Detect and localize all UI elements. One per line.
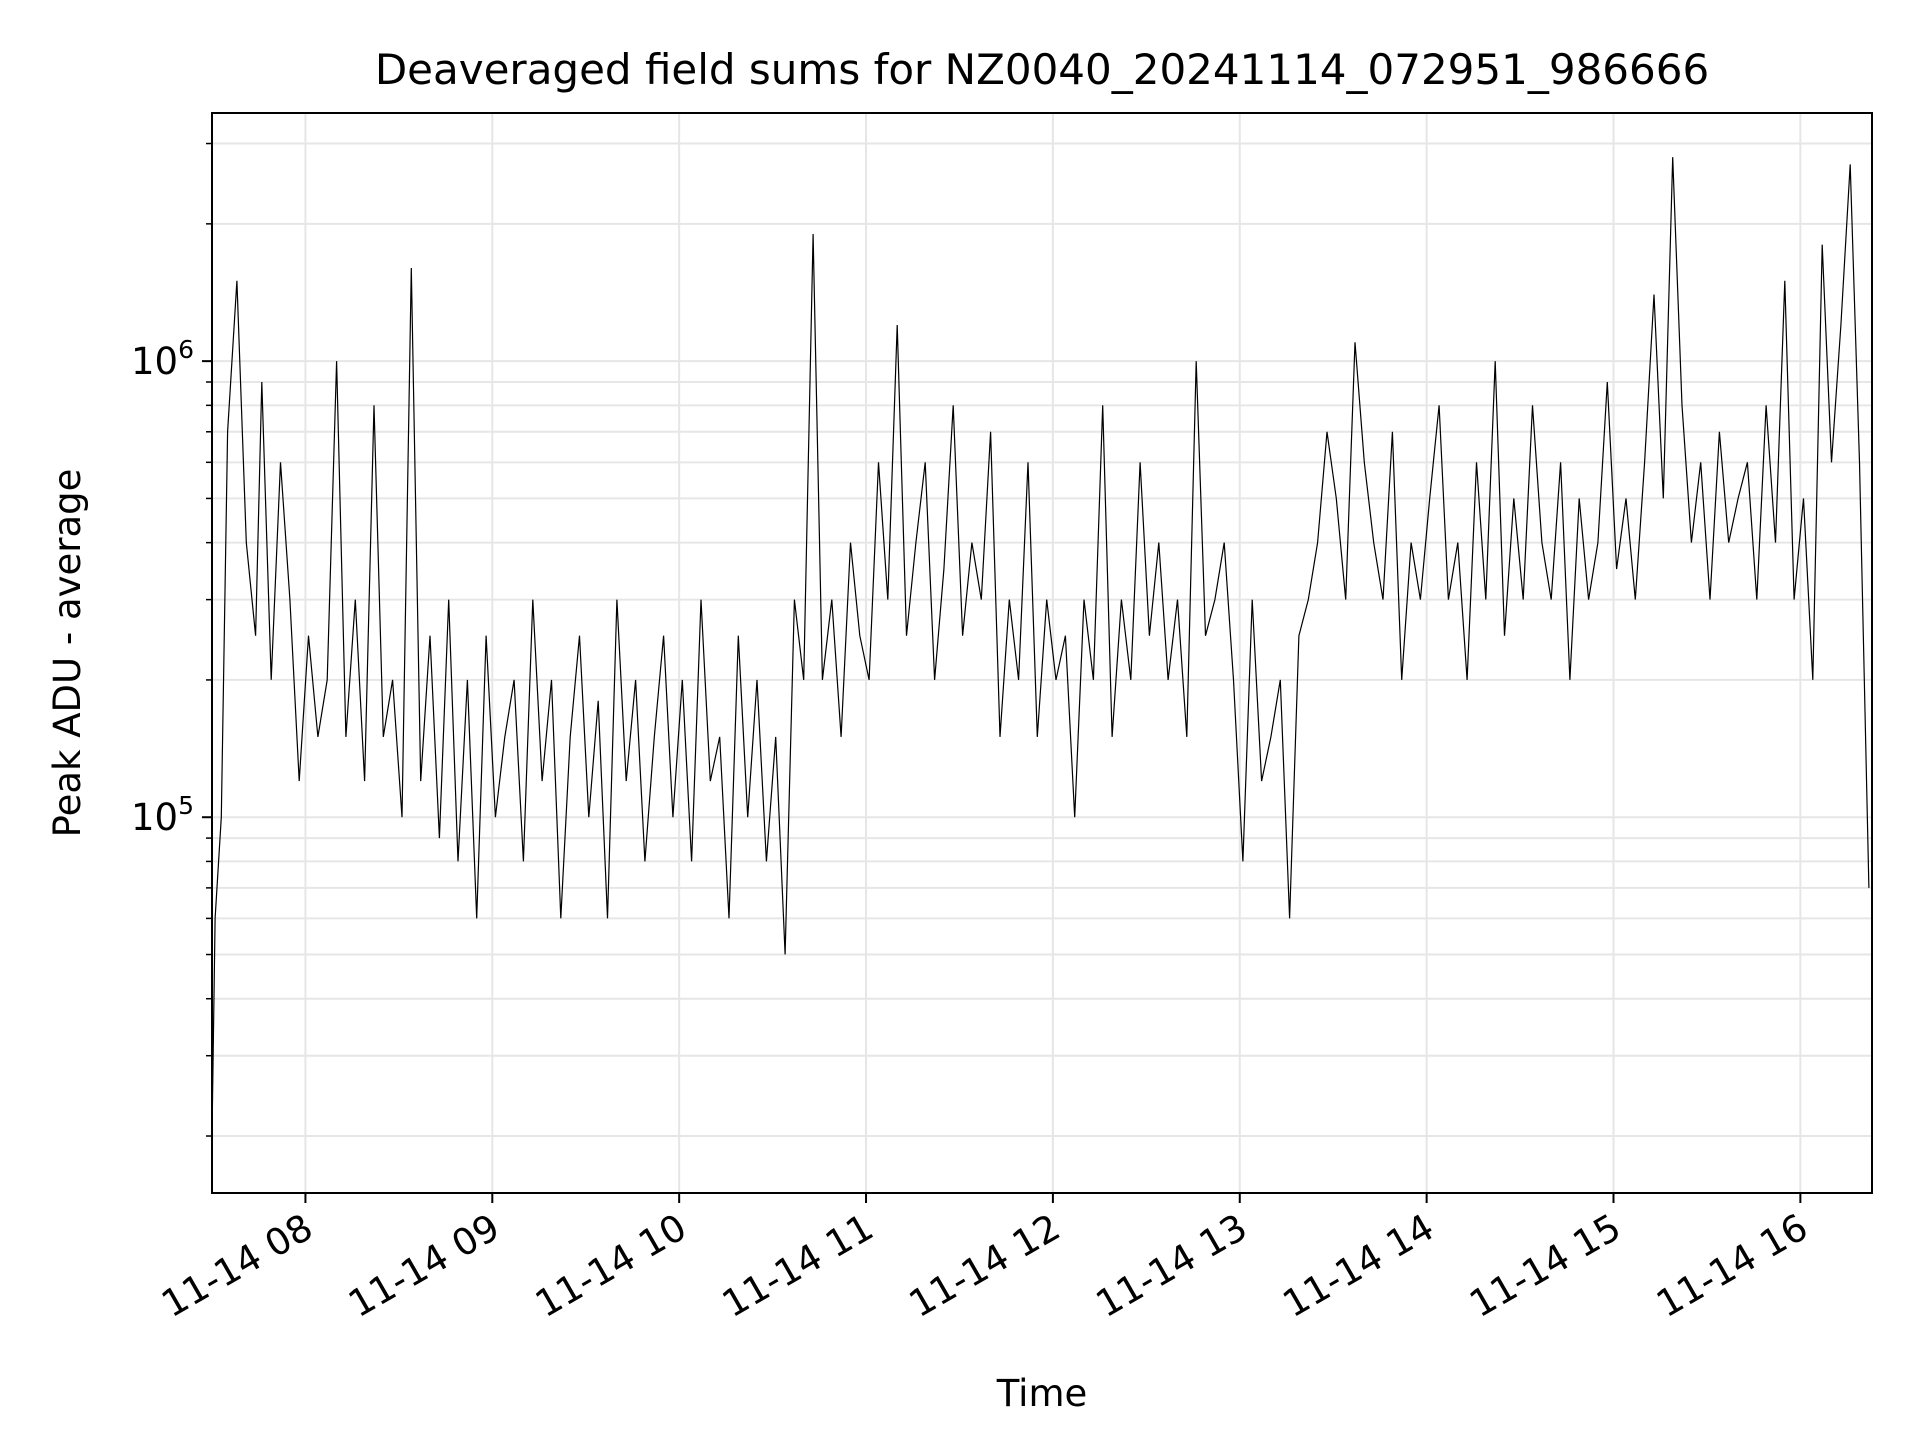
- plot-area: [212, 157, 1870, 1137]
- grid: [212, 113, 1872, 1193]
- y-tick-base: 10: [131, 796, 178, 839]
- y-axis-label: Peak ADU - average: [46, 469, 89, 838]
- y-tick-base: 10: [131, 340, 178, 383]
- chart-title: Deaveraged field sums for NZ0040_2024111…: [375, 45, 1709, 94]
- series-line: [212, 157, 1870, 1137]
- y-tick-label: 105: [131, 791, 194, 839]
- plot-frame: [211, 112, 1873, 1194]
- x-axis-label: Time: [996, 1372, 1088, 1415]
- y-tick-exponent: 6: [178, 335, 194, 364]
- y-tick-exponent: 5: [178, 791, 194, 820]
- y-tick-label: 106: [131, 335, 194, 383]
